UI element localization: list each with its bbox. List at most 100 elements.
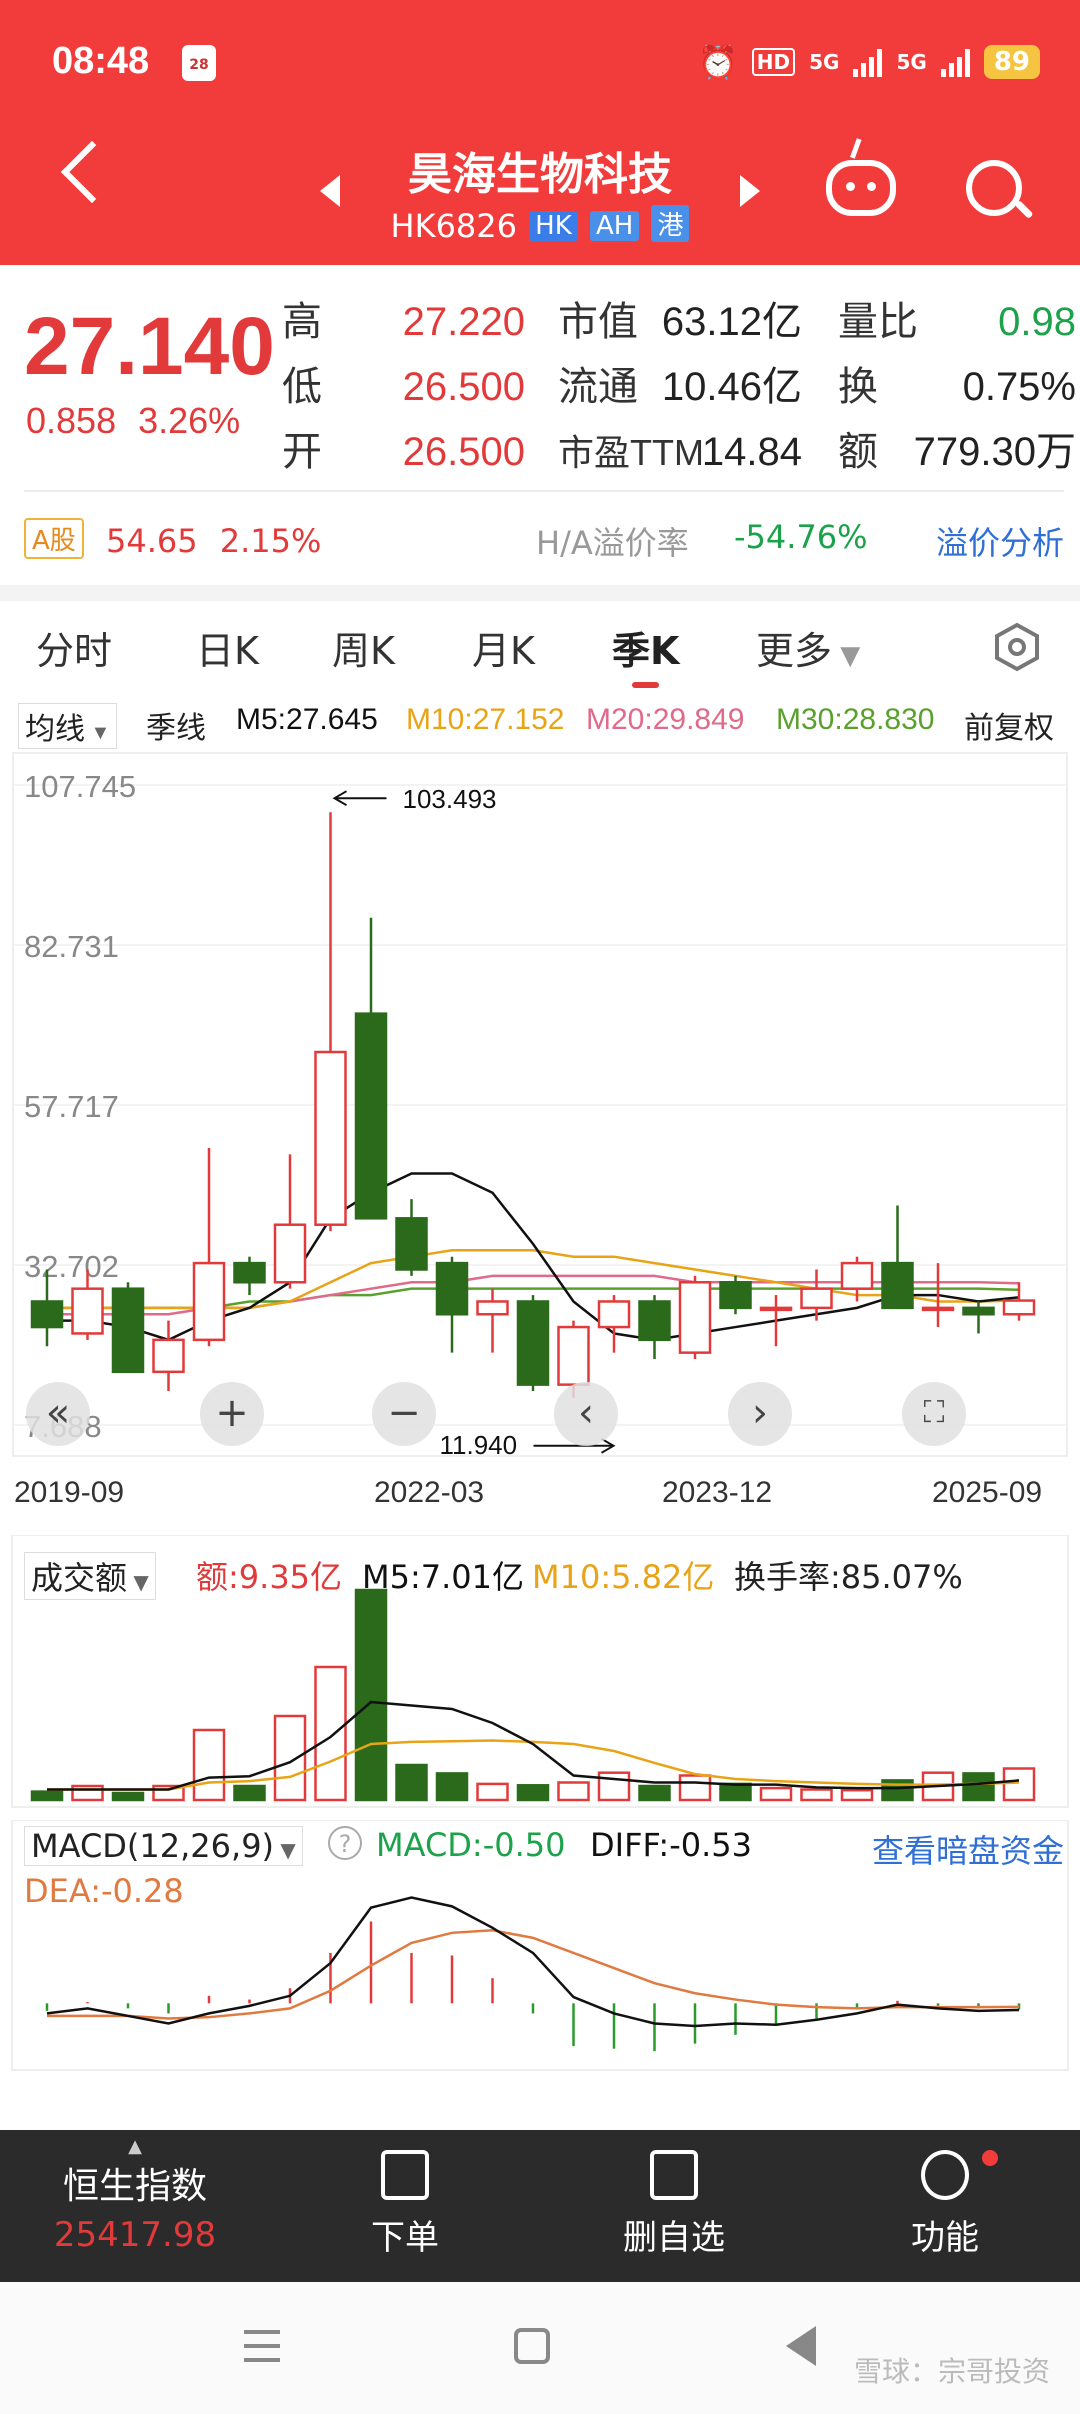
volume-bar <box>30 1790 64 1802</box>
robot-assistant-icon[interactable] <box>826 160 896 216</box>
candle-body <box>921 1306 955 1312</box>
macd-legend: MACD(12,26,9) ▼ ? MACD:-0.50 DIFF:-0.53 … <box>24 1826 1064 1918</box>
volume-bar <box>354 1588 388 1802</box>
volume-bars <box>30 1588 1036 1802</box>
candle-body <box>314 1050 347 1226</box>
premium-analysis-link[interactable]: 溢价分析 <box>935 524 1064 562</box>
app-header: 08:48 28 ⏰ HD 5G 5G 89 昊海生物科技 HK6826 HK … <box>0 0 1080 265</box>
order-button[interactable]: 下单 <box>340 2130 470 2259</box>
candle-body <box>557 1325 590 1386</box>
change-pct: 3.26% <box>138 400 241 441</box>
candle-body <box>233 1261 266 1284</box>
period-tabs: 分时 日K 周K 月K 季K 更多 ▼ <box>0 620 1080 700</box>
signal-icon <box>853 47 883 77</box>
volume-bar <box>111 1791 145 1802</box>
stock-code-row: HK6826 HK AH 港 <box>0 205 1080 245</box>
x-tick-3: 2025-09 <box>932 1476 1043 1509</box>
volume-label: 成交额 <box>31 1559 128 1597</box>
search-icon[interactable] <box>966 160 1022 216</box>
chart-grid <box>14 784 1066 1426</box>
high-value: 27.220 <box>402 300 525 344</box>
caret-down-icon: ▼ <box>127 1570 149 1594</box>
next-stock-icon[interactable] <box>740 175 760 207</box>
indicator-label: 均线 <box>25 713 85 746</box>
dea-line <box>47 1929 1020 2020</box>
candle-body <box>962 1306 995 1316</box>
recent-apps-icon[interactable] <box>244 2330 280 2362</box>
volume-bar <box>678 1774 712 1802</box>
candle-body <box>759 1306 793 1312</box>
y-tick-label: 57.717 <box>24 1089 119 1124</box>
macd-value: MACD:-0.50 <box>376 1826 566 1864</box>
turnover-rate-text: 换手率:85.07% <box>734 1558 963 1596</box>
home-icon[interactable] <box>514 2328 550 2364</box>
zoom-in-button[interactable]: + <box>200 1382 264 1446</box>
quote-labels-col2: 市值 流通 市盈TTM <box>558 290 704 485</box>
candle-body <box>881 1261 914 1310</box>
float-label: 流通 <box>558 365 638 409</box>
a-share-row[interactable]: A股 54.65 2.15% H/A溢价率 -54.76% 溢价分析 <box>24 518 1064 562</box>
pe-value: 14.84 <box>701 430 802 474</box>
index-value: 25417.98 <box>53 2215 217 2255</box>
change-value: 0.858 <box>26 400 117 441</box>
quote-labels-col1: 高 低 开 <box>282 290 322 485</box>
settings-hex-icon[interactable] <box>992 622 1042 672</box>
x-tick-1: 2022-03 <box>374 1476 485 1509</box>
candle-body <box>516 1300 550 1386</box>
index-ticker[interactable]: ▲ 恒生指数 25417.98 <box>40 2130 230 2255</box>
volume-bar <box>840 1788 874 1802</box>
candle-body <box>273 1223 307 1284</box>
volume-chart <box>11 1535 1069 1808</box>
volume-legend: 成交额 ▼ 额:9.35亿 M5:7.01亿 M10:5.82亿 换手率:85.… <box>24 1552 1064 1600</box>
volume-bar <box>314 1665 347 1802</box>
help-icon[interactable]: ? <box>328 1826 362 1860</box>
volume-bar <box>516 1784 550 1802</box>
diff-value: DIFF:-0.53 <box>590 1826 752 1864</box>
legend-m20: M20:29.849 <box>586 703 745 736</box>
tab-intraday[interactable]: 分时 <box>36 629 113 673</box>
candle-body <box>840 1261 874 1290</box>
zoom-out-button[interactable]: − <box>372 1382 436 1446</box>
tab-weekly[interactable]: 周K <box>332 629 395 673</box>
network-a: 5G <box>809 50 840 74</box>
volume-m10: M10:5.82亿 <box>532 1558 715 1596</box>
tab-quarterly[interactable]: 季K <box>612 620 679 688</box>
macd-chart <box>11 1820 1069 2071</box>
a-share-price: 54.65 <box>105 522 198 560</box>
volume-bar <box>476 1782 509 1802</box>
scroll-left-button[interactable]: ‹ <box>554 1382 618 1446</box>
prev-stock-icon[interactable] <box>320 175 340 207</box>
stock-code: HK6826 <box>390 207 517 245</box>
turnover-label: 换 <box>838 365 878 409</box>
zoom-out-far-button[interactable]: « <box>26 1382 90 1446</box>
candle-body <box>435 1261 469 1316</box>
indicator-select[interactable]: 均线 ▼ <box>18 703 118 749</box>
remove-watchlist-button[interactable]: 删自选 <box>604 2130 744 2259</box>
y-tick-label: 107.745 <box>24 769 136 804</box>
tab-more[interactable]: 更多 ▼ <box>756 620 860 675</box>
bottom-bar: ▲ 恒生指数 25417.98 下单 删自选 功能 <box>0 2130 1080 2282</box>
volume-select[interactable]: 成交额 ▼ <box>24 1552 156 1600</box>
tab-monthly[interactable]: 月K <box>472 629 535 673</box>
fullscreen-button[interactable]: ⛶ <box>902 1382 966 1446</box>
float-value: 10.46亿 <box>661 365 802 409</box>
volume-bar <box>597 1771 631 1802</box>
functions-label: 功能 <box>911 2218 979 2258</box>
back-icon[interactable] <box>786 2326 816 2366</box>
ma-legend: 均线 ▼ 季线 M5:27.645 M10:27.152 M20:29.849 … <box>18 703 1068 749</box>
mktcap-value: 63.12亿 <box>661 300 802 344</box>
volume-bar <box>273 1714 307 1802</box>
remove-label: 删自选 <box>623 2218 725 2258</box>
macd-select[interactable]: MACD(12,26,9) ▼ <box>24 1826 303 1866</box>
open-label: 开 <box>282 430 322 474</box>
adjust-mode[interactable]: 前复权 <box>964 712 1054 745</box>
volume-bar <box>395 1763 428 1802</box>
candle-body <box>1002 1299 1036 1316</box>
quote-values-col1: 27.220 26.500 26.500 <box>395 290 525 485</box>
scroll-right-button[interactable]: › <box>728 1382 792 1446</box>
functions-button[interactable]: 功能 <box>880 2130 1010 2259</box>
dark-pool-link[interactable]: 查看暗盘资金 <box>871 1832 1064 1870</box>
tab-daily[interactable]: 日K <box>196 629 259 673</box>
candle-body <box>30 1300 64 1329</box>
